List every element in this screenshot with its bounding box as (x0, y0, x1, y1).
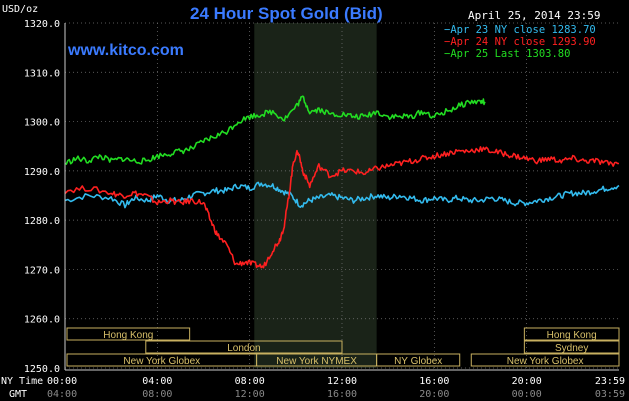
x-tick-label: 16:00 (419, 376, 449, 387)
session-label: London (227, 343, 260, 354)
session-label: Hong Kong (103, 330, 153, 341)
x-tick-label: 20:00 (512, 376, 542, 387)
session-label: New York NYMEX (276, 356, 357, 367)
series-line-3 (64, 95, 486, 165)
gmt-tick-label: 08:00 (142, 389, 172, 400)
y-tick-label: 1300.0 (24, 118, 60, 129)
session-box (145, 340, 343, 354)
session-label: Sydney (555, 343, 588, 354)
session-box (523, 327, 620, 341)
session-box (66, 327, 191, 341)
session-box (470, 353, 620, 367)
y-tick-label: 1320.0 (24, 19, 60, 30)
gmt-tick-label: 00:00 (512, 389, 542, 400)
chart-title: 24 Hour Spot Gold (Bid) (190, 4, 383, 23)
gmt-tick-label: 03:59 (595, 389, 625, 400)
y-tick-label: 1270.0 (24, 265, 60, 276)
site-watermark: www.kitco.com (67, 42, 184, 59)
x-tick-label: 04:00 (142, 376, 172, 387)
legend-entry: −Apr 23 NY close 1283.70 (444, 24, 596, 36)
y-tick-label: 1250.0 (24, 364, 60, 375)
y-tick-label: 1280.0 (24, 216, 60, 227)
gmt-tick-label: 12:00 (235, 389, 265, 400)
legend-entry: −Apr 25 Last 1303.80 (444, 48, 570, 60)
legend-entry: −Apr 24 NY close 1293.90 (444, 36, 596, 48)
x-tick-label: 08:00 (235, 376, 265, 387)
gmt-tick-label: 16:00 (327, 389, 357, 400)
session-label: New York Globex (123, 356, 200, 367)
y-tick-label: 1310.0 (24, 68, 60, 79)
session-box (523, 340, 620, 354)
ny-time-label: NY Time (1, 376, 43, 387)
x-tick-label: 23:59 (595, 376, 625, 387)
gmt-label: GMT (9, 389, 27, 400)
x-tick-label: 12:00 (327, 376, 357, 387)
session-label: NY Globex (394, 356, 442, 367)
y-tick-label: 1260.0 (24, 315, 60, 326)
gmt-tick-label: 04:00 (47, 389, 77, 400)
y-unit-label: USD/oz (2, 4, 38, 15)
x-tick-label: 00:00 (47, 376, 77, 387)
y-tick-label: 1290.0 (24, 167, 60, 178)
session-label: Hong Kong (547, 330, 597, 341)
gmt-tick-label: 20:00 (419, 389, 449, 400)
legend: −Apr 23 NY close 1283.70−Apr 24 NY close… (444, 24, 596, 60)
session-label: New York Globex (507, 356, 584, 367)
date-label: April 25, 2014 23:59 (468, 9, 600, 22)
session-box (376, 353, 461, 367)
nymex-shaded-region (254, 23, 377, 368)
series-line-2 (64, 146, 620, 269)
